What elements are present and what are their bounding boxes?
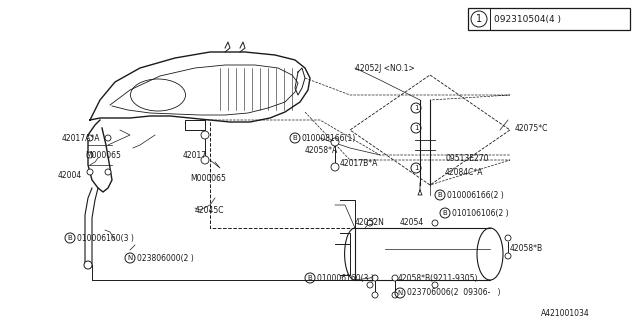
- Circle shape: [331, 163, 339, 171]
- Text: 092310504(4 ): 092310504(4 ): [494, 14, 561, 23]
- Text: 09513E270: 09513E270: [445, 154, 488, 163]
- Circle shape: [84, 261, 92, 269]
- Text: 42058*A: 42058*A: [305, 146, 339, 155]
- Text: B: B: [292, 135, 298, 141]
- Text: B: B: [308, 275, 312, 281]
- Text: 42045C: 42045C: [195, 205, 225, 214]
- Text: 42017A*A: 42017A*A: [62, 133, 100, 142]
- Text: 42058*B: 42058*B: [510, 244, 543, 252]
- Circle shape: [372, 292, 378, 298]
- Circle shape: [331, 138, 339, 146]
- Circle shape: [87, 169, 93, 175]
- Text: M000065: M000065: [85, 150, 121, 159]
- Text: 1: 1: [413, 125, 419, 131]
- Text: 42052J <NO.1>: 42052J <NO.1>: [355, 63, 415, 73]
- Text: 010008166(1): 010008166(1): [302, 133, 356, 142]
- Text: 42052N: 42052N: [355, 218, 385, 227]
- Text: 42017: 42017: [183, 150, 207, 159]
- Text: B: B: [68, 235, 72, 241]
- Text: N: N: [397, 290, 403, 296]
- Circle shape: [201, 131, 209, 139]
- Text: B: B: [438, 192, 442, 198]
- Circle shape: [432, 282, 438, 288]
- Circle shape: [505, 235, 511, 241]
- Text: 42054: 42054: [400, 218, 424, 227]
- Text: N: N: [127, 255, 132, 261]
- Circle shape: [367, 282, 373, 288]
- Text: 42004: 42004: [58, 171, 83, 180]
- Circle shape: [367, 220, 373, 226]
- Text: 42058*B(9211-9305): 42058*B(9211-9305): [398, 274, 479, 283]
- Bar: [468, 8, 630, 30]
- Text: 023806000(2 ): 023806000(2 ): [137, 253, 194, 262]
- Circle shape: [372, 275, 378, 281]
- Text: 1: 1: [413, 165, 419, 171]
- Circle shape: [87, 135, 93, 141]
- Text: B: B: [443, 210, 447, 216]
- Text: 42084C*A: 42084C*A: [445, 167, 483, 177]
- Circle shape: [105, 169, 111, 175]
- Text: 1: 1: [476, 14, 482, 24]
- Circle shape: [505, 253, 511, 259]
- Circle shape: [87, 152, 93, 158]
- Text: 42017B*A: 42017B*A: [340, 158, 378, 167]
- Text: 010006160(3 ): 010006160(3 ): [317, 274, 374, 283]
- Circle shape: [432, 220, 438, 226]
- Text: M000065: M000065: [190, 173, 226, 182]
- Circle shape: [105, 135, 111, 141]
- Circle shape: [392, 275, 398, 281]
- Text: 010106106(2 ): 010106106(2 ): [452, 209, 509, 218]
- Text: A421001034: A421001034: [541, 308, 590, 317]
- Circle shape: [392, 292, 398, 298]
- Text: 010006166(2 ): 010006166(2 ): [447, 190, 504, 199]
- Text: 42075*C: 42075*C: [515, 124, 548, 132]
- Circle shape: [201, 156, 209, 164]
- Text: 010006160(3 ): 010006160(3 ): [77, 234, 134, 243]
- Text: 1: 1: [413, 105, 419, 111]
- Text: 023706006(2  09306-   ): 023706006(2 09306- ): [407, 289, 500, 298]
